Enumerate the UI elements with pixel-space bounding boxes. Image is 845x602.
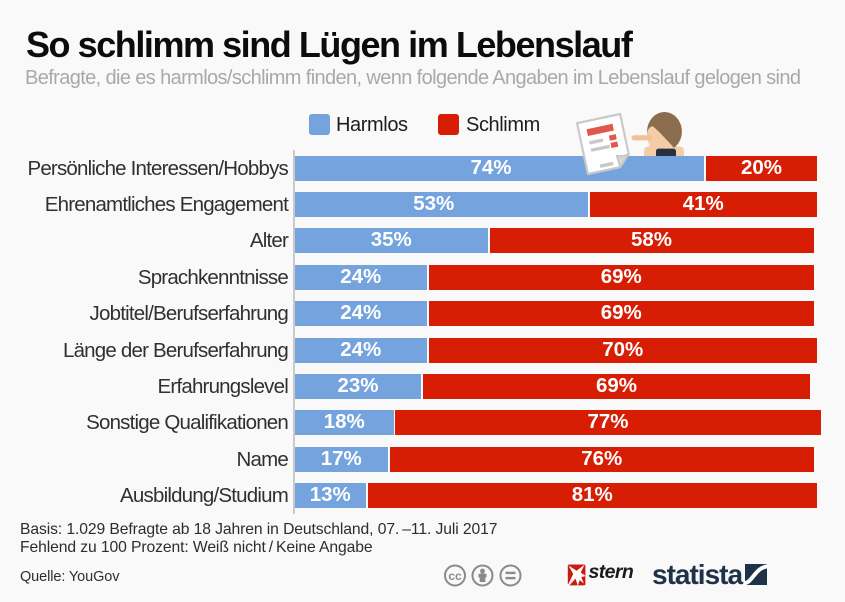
svg-text:cc: cc [448, 569, 462, 583]
svg-text:stern: stern [589, 561, 634, 583]
svg-text:statista: statista [652, 559, 743, 590]
